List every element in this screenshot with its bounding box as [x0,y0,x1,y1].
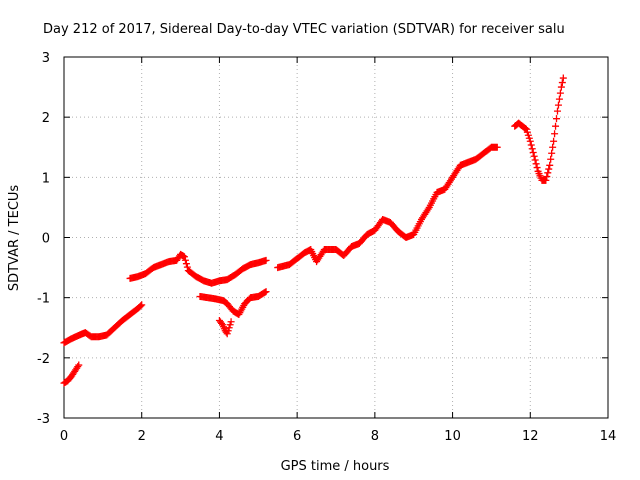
data-point [138,301,146,309]
data-point [543,173,551,181]
data-point [549,143,557,151]
y-tick-label: -3 [37,412,50,427]
data-point [226,321,234,329]
data-point [224,327,232,335]
data-point [546,161,554,169]
y-tick-labels: 3 2 1 0 -1 -2 -3 [37,51,50,427]
data-point [181,256,189,264]
data-point [529,149,537,157]
y-tick-label: 0 [42,232,50,247]
tick-marks [63,56,609,419]
data-point [531,156,539,164]
x-tick-label: 4 [215,429,223,444]
data-point [223,330,231,338]
x-tick-labels: 0 2 4 6 8 10 12 14 [60,429,616,444]
data-point [262,256,270,264]
data-point [553,107,561,115]
data-point [137,302,145,310]
x-tick-label: 12 [522,429,539,444]
data-point [526,137,534,145]
series-dip-low [215,317,235,338]
data-point [75,361,83,369]
x-tick-label: 8 [371,429,379,444]
x-tick-label: 6 [293,429,301,444]
series-main-2 [126,250,270,287]
series-late [511,74,567,184]
data-points [60,74,567,387]
data-point [227,318,235,326]
x-tick-label: 14 [600,429,617,444]
data-point [522,125,530,133]
data-point [74,363,82,371]
data-point [524,131,532,139]
x-tick-label: 0 [60,429,68,444]
data-point [521,124,529,132]
data-point [558,79,566,87]
data-point [555,95,563,103]
data-point [530,152,538,160]
series-main-1 [60,301,146,347]
x-axis-label: GPS time / hours [281,459,390,474]
data-point [554,101,562,109]
data-point [533,164,541,172]
data-point [551,130,559,138]
chart-title: Day 212 of 2017, Sidereal Day-to-day VTE… [43,22,565,37]
data-point [225,324,233,332]
data-point [262,288,270,296]
series-early-low [60,361,83,387]
data-point [547,155,555,163]
y-tick-label: 2 [42,111,50,126]
data-point [556,89,564,97]
y-tick-label: 3 [42,51,50,66]
series-dip [196,288,270,319]
data-point [182,260,190,268]
data-point [550,137,558,145]
data-point [559,74,567,82]
data-point [261,288,269,296]
data-point [542,176,550,184]
data-point [557,83,565,91]
data-point [523,128,531,136]
data-point [528,145,536,153]
data-point [548,149,556,157]
data-point [552,122,560,130]
y-tick-label: -2 [37,352,50,367]
data-point [544,169,552,177]
data-point [532,160,540,168]
data-point [183,263,191,271]
data-point [493,143,501,151]
data-point [545,165,553,173]
y-tick-label: 1 [42,171,50,186]
data-point [527,141,535,149]
x-tick-label: 10 [444,429,461,444]
data-point [525,134,533,142]
gridlines [64,57,608,418]
series-main-3 [274,143,501,272]
x-tick-label: 2 [138,429,146,444]
data-point [180,253,188,261]
y-axis-label: SDTVAR / TECUs [7,185,22,292]
y-tick-label: -1 [37,292,50,307]
data-point [553,115,561,123]
